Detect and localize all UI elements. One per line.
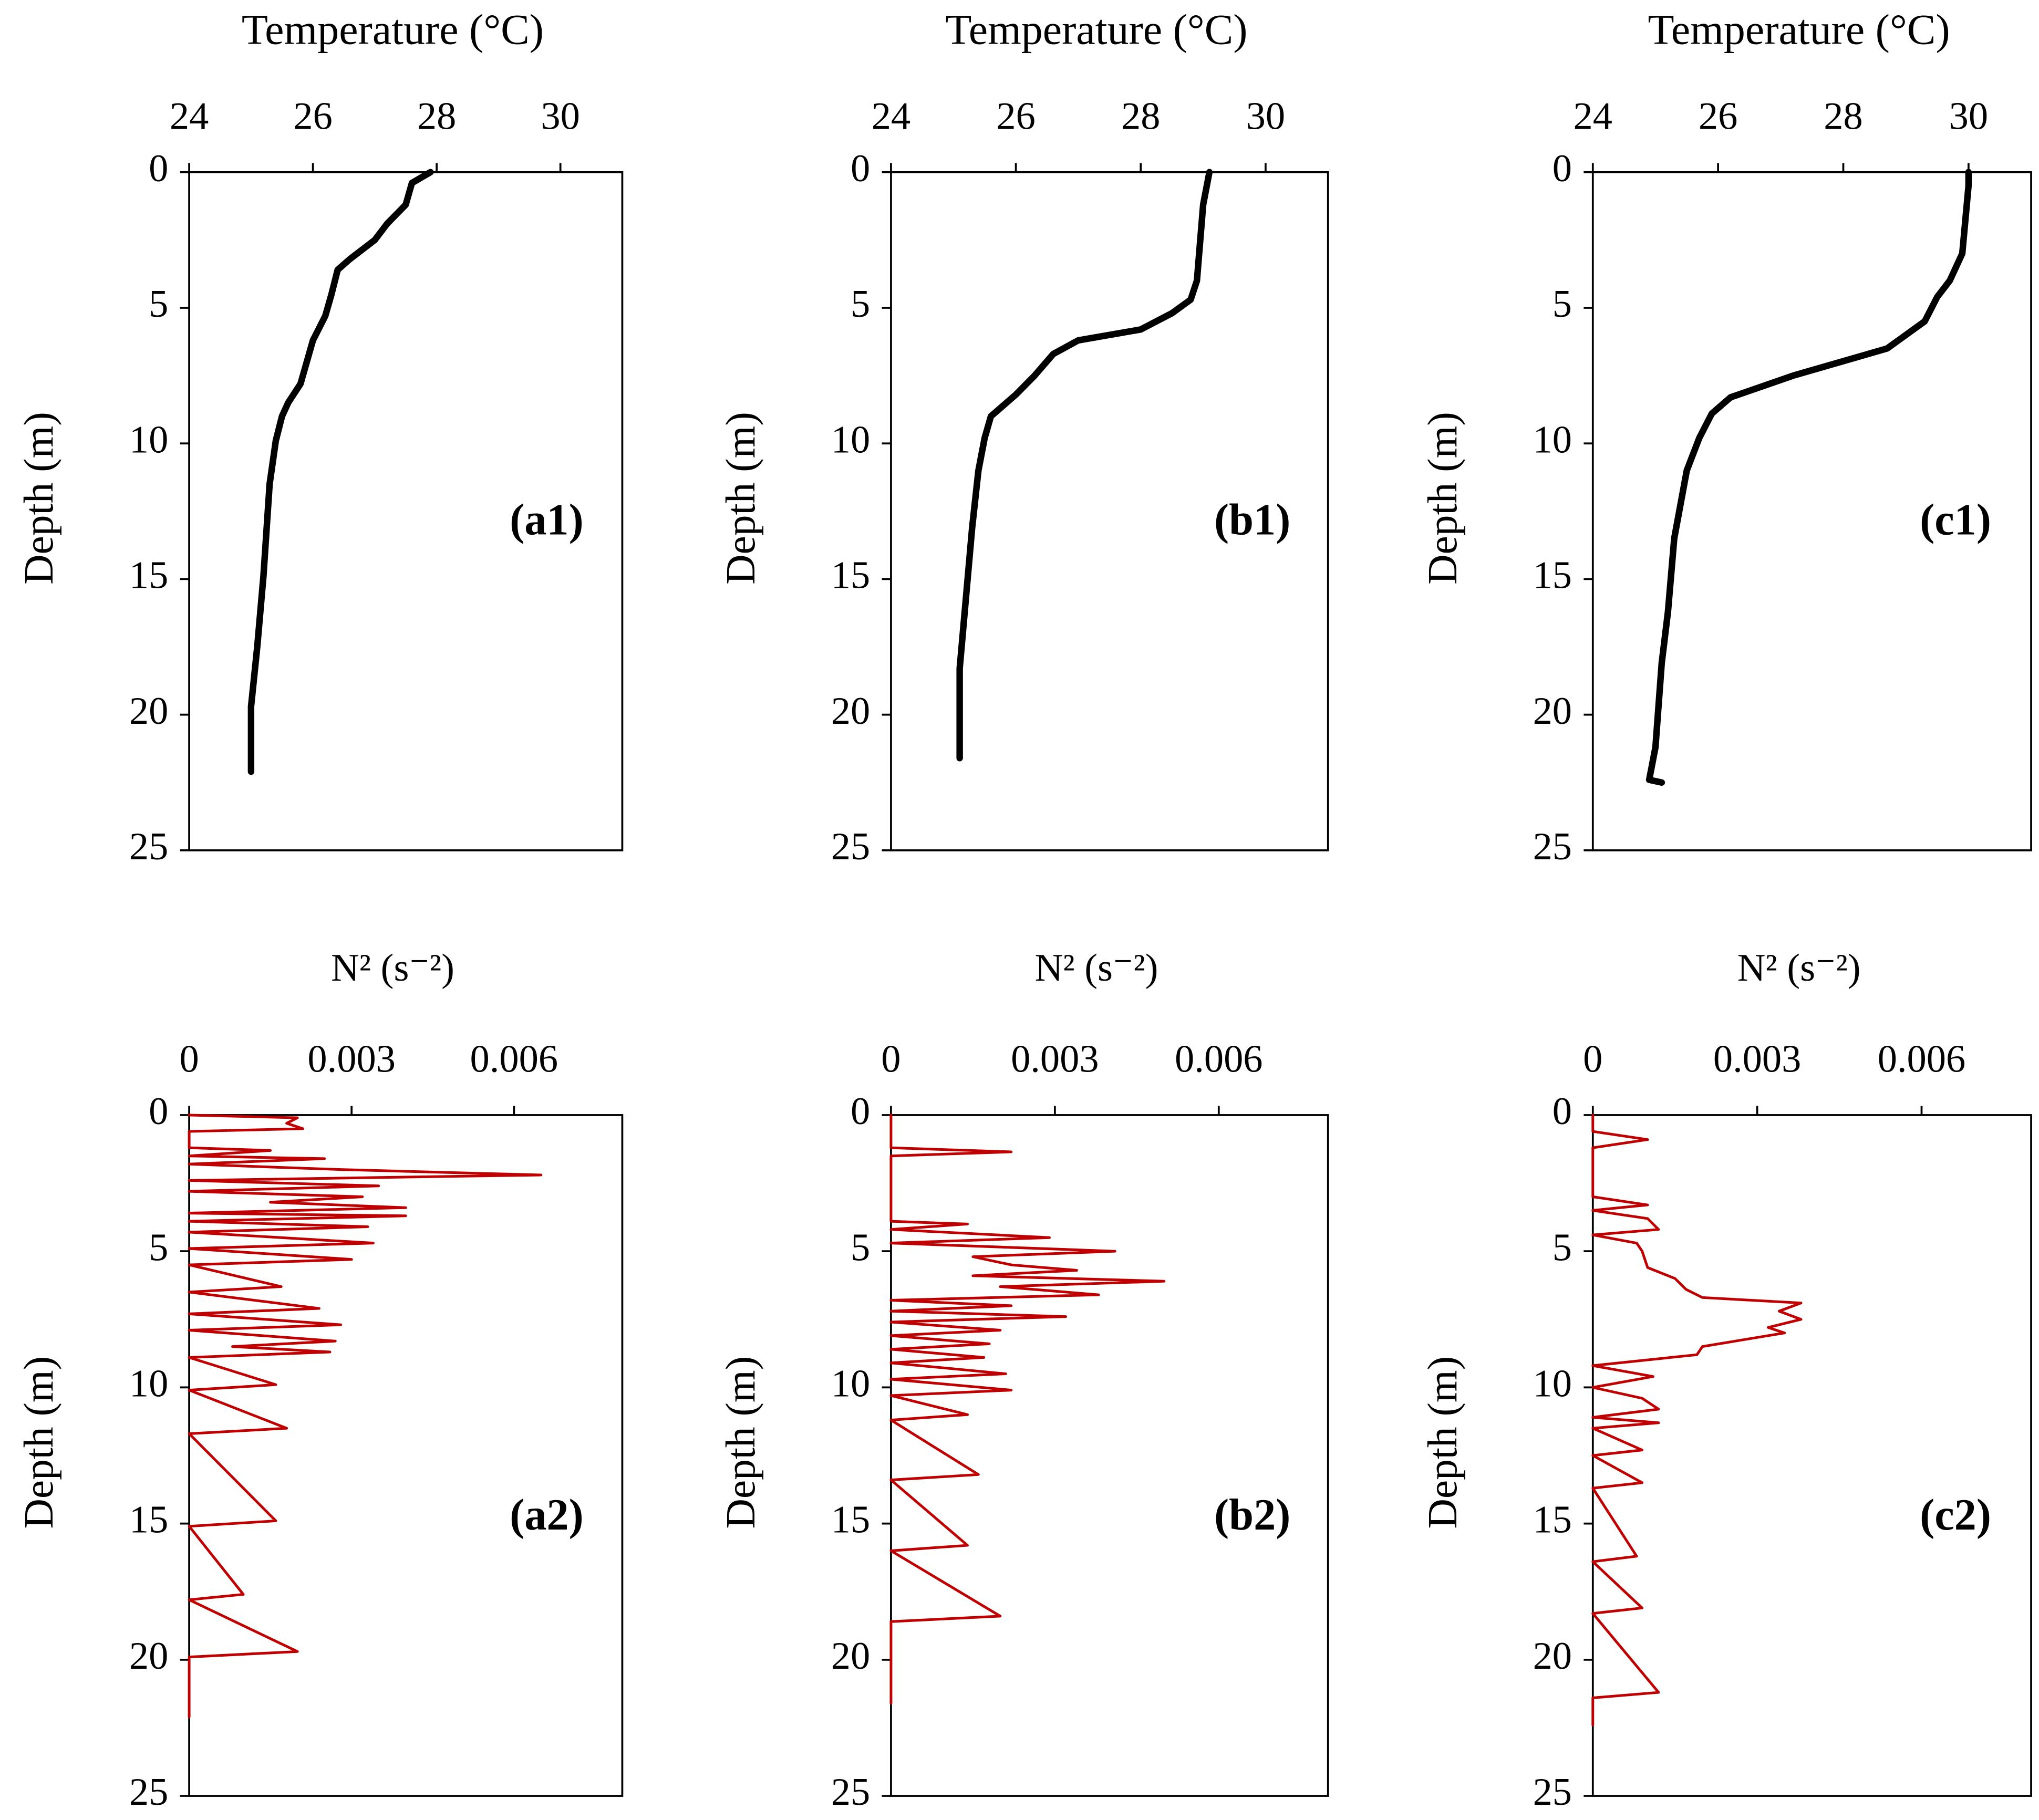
y-tick-label: 5	[149, 283, 168, 326]
x-tick-label: 30	[1949, 95, 1988, 138]
y-tick-label: 25	[831, 825, 870, 868]
profile-line	[188, 1114, 543, 1719]
profile-line	[889, 1114, 1166, 1705]
x-tick-label: 26	[996, 95, 1035, 138]
x-axis-label: Temperature (°C)	[945, 5, 1247, 53]
y-tick-label: 25	[129, 1771, 168, 1814]
y-tick-label: 25	[129, 825, 168, 868]
plot-frame	[890, 171, 1329, 851]
x-tick-label: 0.006	[470, 1038, 558, 1081]
x-axis-label: Temperature (°C)	[242, 5, 544, 53]
x-tick-label: 0	[179, 1038, 199, 1081]
y-tick-label: 20	[129, 1635, 168, 1678]
y-tick-label: 15	[129, 554, 168, 597]
profile-line	[1591, 1114, 1803, 1727]
x-axis-label: N² (s⁻²)	[331, 947, 454, 990]
y-axis-label: Depth (m)	[16, 412, 62, 585]
x-tick-label: 0.003	[1011, 1038, 1099, 1081]
profile-line	[247, 169, 434, 775]
x-tick-label: 0	[881, 1038, 901, 1081]
y-tick-label: 5	[851, 1226, 870, 1269]
x-tick-label: 0.003	[1713, 1038, 1802, 1081]
y-tick-label: 20	[129, 690, 168, 733]
x-tick-label: 26	[293, 95, 332, 138]
y-tick-label: 10	[1533, 418, 1572, 461]
x-tick-label: 24	[1574, 95, 1612, 138]
y-axis-label: Depth (m)	[16, 1356, 62, 1529]
y-tick-label: 15	[1533, 554, 1572, 597]
y-tick-label: 20	[831, 1635, 870, 1678]
y-tick-label: 0	[149, 1090, 168, 1133]
plot-frame	[188, 1114, 624, 1797]
y-tick-label: 0	[1552, 147, 1572, 190]
x-tick-label: 24	[170, 95, 209, 138]
y-tick-label: 10	[831, 1362, 870, 1405]
y-tick-label: 10	[129, 1362, 168, 1405]
y-tick-label: 0	[1552, 1090, 1572, 1133]
x-tick-label: 0.006	[1175, 1038, 1263, 1081]
y-axis-label: Depth (m)	[1420, 412, 1466, 585]
y-tick-label: 20	[831, 690, 870, 733]
y-tick-label: 15	[1533, 1499, 1572, 1542]
y-tick-label: 25	[1533, 825, 1572, 868]
x-tick-label: 30	[1246, 95, 1285, 138]
x-axis-label: N² (s⁻²)	[1737, 947, 1861, 990]
y-tick-label: 15	[831, 554, 870, 597]
x-tick-label: 0.006	[1878, 1038, 1966, 1081]
plot-frame	[1591, 171, 2032, 851]
y-tick-label: 20	[1533, 690, 1572, 733]
x-tick-label: 28	[417, 95, 456, 138]
x-tick-label: 28	[1121, 95, 1160, 138]
y-tick-label: 5	[149, 1226, 168, 1269]
y-tick-label: 5	[1552, 283, 1572, 326]
panel-label: (b2)	[1214, 1491, 1290, 1540]
profile-line	[1645, 169, 1972, 786]
y-tick-label: 0	[851, 147, 870, 190]
panel-label: (a2)	[510, 1491, 584, 1540]
x-tick-label: 0.003	[307, 1038, 396, 1081]
plot-frame	[890, 1114, 1329, 1797]
y-tick-label: 15	[831, 1499, 870, 1542]
y-tick-label: 5	[851, 283, 870, 326]
x-tick-label: 0	[1583, 1038, 1602, 1081]
y-axis-label: Depth (m)	[718, 412, 764, 585]
y-tick-label: 10	[1533, 1362, 1572, 1405]
x-axis-label: N² (s⁻²)	[1035, 947, 1158, 990]
x-tick-label: 24	[872, 95, 910, 138]
y-tick-label: 15	[129, 1499, 168, 1542]
y-tick-label: 5	[1552, 1226, 1572, 1269]
x-axis-label: Temperature (°C)	[1648, 5, 1950, 53]
y-tick-label: 10	[129, 418, 168, 461]
panel-label: (b1)	[1214, 496, 1290, 545]
y-tick-label: 25	[1533, 1771, 1572, 1814]
y-tick-label: 0	[149, 147, 168, 190]
x-tick-label: 28	[1824, 95, 1862, 138]
y-tick-label: 25	[831, 1771, 870, 1814]
plot-frame	[188, 171, 624, 851]
y-axis-label: Depth (m)	[1420, 1356, 1466, 1529]
y-axis-label: Depth (m)	[718, 1356, 764, 1529]
panel-label: (a1)	[510, 496, 584, 545]
x-tick-label: 30	[541, 95, 579, 138]
panel-label: (c2)	[1920, 1491, 1991, 1540]
panel-label: (c1)	[1920, 496, 1991, 545]
y-tick-label: 10	[831, 418, 870, 461]
profile-line	[956, 169, 1213, 762]
y-tick-label: 0	[851, 1090, 870, 1133]
y-tick-label: 20	[1533, 1635, 1572, 1678]
x-tick-label: 26	[1699, 95, 1737, 138]
plot-frame	[1591, 1114, 2032, 1797]
